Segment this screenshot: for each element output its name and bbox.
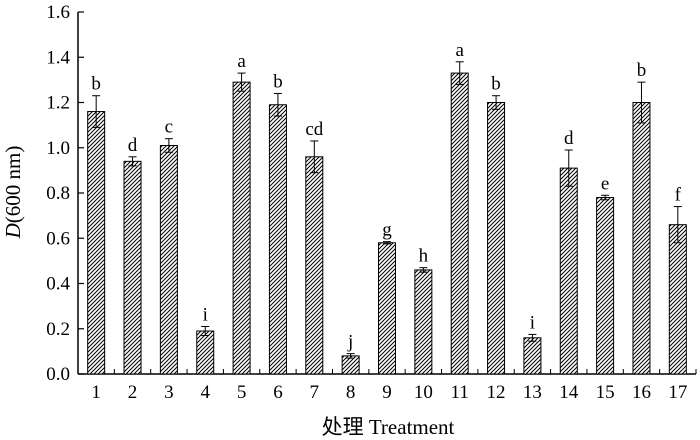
bar [450, 72, 469, 375]
plot-area: 0.0 0.2 0.4 0.6 0.8 1.0 1.2 1.4 1.6 b 1 d 2 c 3 i 4 a 5 b 6 c… [46, 2, 697, 403]
bar [559, 167, 578, 375]
y-tick-label: 1.4 [46, 47, 70, 68]
significance-label: b [637, 60, 647, 81]
bar [196, 330, 215, 375]
bar [596, 197, 615, 375]
significance-label: d [564, 128, 574, 149]
y-axis-label-italic: D [1, 223, 25, 239]
significance-label: h [419, 246, 429, 267]
significance-label: cd [305, 119, 323, 140]
y-tick-label: 0.0 [46, 364, 70, 385]
significance-label: g [382, 220, 392, 241]
significance-label: i [530, 312, 535, 333]
y-axis-label: D(600 nm) [1, 146, 25, 240]
x-tick-label: 15 [596, 382, 615, 403]
significance-label: a [455, 40, 464, 61]
x-tick-label: 16 [632, 382, 651, 403]
significance-label: d [128, 135, 138, 156]
x-tick-label: 11 [451, 382, 469, 403]
bar [305, 156, 324, 375]
y-tick-label: 0.8 [46, 183, 70, 204]
bar [487, 102, 506, 375]
significance-label: b [91, 74, 101, 95]
x-tick-label: 6 [273, 382, 283, 403]
y-tick-label: 1.6 [46, 2, 70, 23]
x-tick-label: 13 [523, 382, 542, 403]
x-tick-label: 17 [668, 382, 687, 403]
x-tick-label: 7 [310, 382, 320, 403]
significance-label: a [237, 51, 246, 72]
x-tick-label: 8 [346, 382, 356, 403]
x-tick-label: 2 [128, 382, 138, 403]
x-tick-label: 12 [487, 382, 506, 403]
x-tick-label: 3 [164, 382, 174, 403]
significance-label: f [675, 185, 682, 206]
y-tick-label: 0.2 [46, 319, 70, 340]
x-tick-label: 4 [200, 382, 210, 403]
significance-label: b [273, 71, 283, 92]
bar [378, 242, 396, 375]
x-tick-label: 1 [91, 382, 101, 403]
bar [632, 102, 651, 375]
y-tick-label: 0.6 [46, 228, 70, 249]
bar [123, 160, 142, 375]
x-tick-label: 10 [414, 382, 433, 403]
bar [87, 111, 106, 375]
bar [232, 81, 251, 375]
significance-label: j [347, 332, 353, 353]
x-tick-label: 9 [382, 382, 392, 403]
y-tick-label: 1.0 [46, 138, 70, 159]
bar [268, 104, 287, 375]
bar [159, 144, 178, 375]
y-tick-label: 0.4 [46, 274, 70, 295]
significance-label: b [491, 74, 501, 95]
x-tick-label: 14 [559, 382, 579, 403]
bar [414, 269, 433, 375]
y-axis-label-rest: (600 nm) [1, 146, 25, 224]
bar [668, 224, 687, 375]
significance-label: e [601, 173, 609, 194]
significance-label: c [165, 117, 173, 138]
bar [523, 337, 542, 375]
y-tick-label: 1.2 [46, 93, 70, 114]
x-tick-label: 5 [237, 382, 247, 403]
significance-label: i [203, 304, 208, 325]
x-axis-label: 处理 Treatment [322, 415, 455, 439]
